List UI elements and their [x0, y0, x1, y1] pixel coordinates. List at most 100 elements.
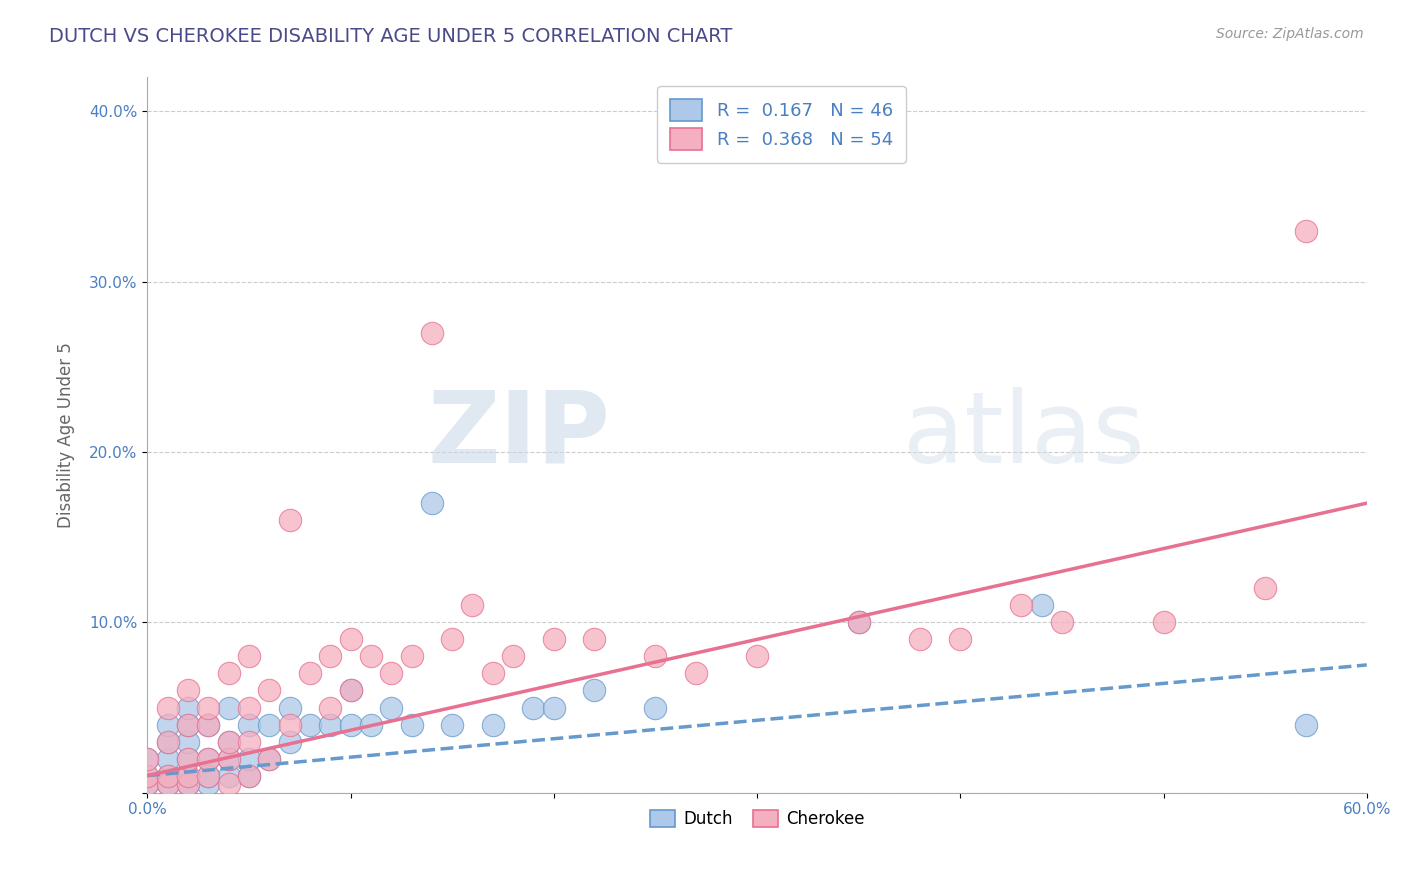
Point: [319, 700, 342, 714]
Point: [420, 496, 443, 510]
Point: [156, 700, 179, 714]
Point: [441, 632, 464, 647]
Point: [543, 632, 565, 647]
Point: [360, 717, 382, 731]
Point: [278, 513, 301, 527]
Point: [197, 717, 219, 731]
Point: [218, 734, 240, 748]
Point: [197, 700, 219, 714]
Point: [685, 666, 707, 681]
Point: [177, 751, 200, 765]
Point: [401, 649, 423, 664]
Point: [136, 777, 159, 791]
Point: [745, 649, 768, 664]
Point: [278, 700, 301, 714]
Point: [177, 777, 200, 791]
Point: [197, 769, 219, 783]
Point: [339, 632, 361, 647]
Point: [156, 777, 179, 791]
Y-axis label: Disability Age Under 5: Disability Age Under 5: [58, 343, 75, 528]
Point: [218, 700, 240, 714]
Point: [848, 615, 870, 630]
Point: [218, 751, 240, 765]
Point: [380, 666, 402, 681]
Point: [197, 751, 219, 765]
Point: [319, 649, 342, 664]
Point: [177, 777, 200, 791]
Point: [136, 751, 159, 765]
Point: [136, 751, 159, 765]
Point: [401, 717, 423, 731]
Point: [1010, 599, 1032, 613]
Point: [257, 683, 280, 698]
Point: [238, 700, 260, 714]
Text: Source: ZipAtlas.com: Source: ZipAtlas.com: [1216, 27, 1364, 41]
Point: [156, 769, 179, 783]
Point: [238, 769, 260, 783]
Point: [177, 700, 200, 714]
Point: [420, 326, 443, 340]
Text: atlas: atlas: [904, 386, 1144, 483]
Point: [197, 717, 219, 731]
Point: [197, 769, 219, 783]
Point: [218, 734, 240, 748]
Point: [908, 632, 931, 647]
Point: [583, 632, 606, 647]
Point: [177, 751, 200, 765]
Point: [238, 717, 260, 731]
Point: [339, 683, 361, 698]
Point: [441, 717, 464, 731]
Point: [218, 666, 240, 681]
Point: [136, 769, 159, 783]
Point: [1050, 615, 1073, 630]
Point: [156, 777, 179, 791]
Point: [543, 700, 565, 714]
Point: [461, 599, 484, 613]
Point: [522, 700, 544, 714]
Point: [156, 734, 179, 748]
Point: [177, 683, 200, 698]
Point: [136, 777, 159, 791]
Point: [298, 666, 321, 681]
Point: [339, 717, 361, 731]
Point: [644, 649, 666, 664]
Point: [177, 717, 200, 731]
Point: [218, 777, 240, 791]
Text: ZIP: ZIP: [427, 386, 610, 483]
Point: [278, 734, 301, 748]
Point: [949, 632, 972, 647]
Point: [218, 751, 240, 765]
Point: [257, 751, 280, 765]
Point: [257, 717, 280, 731]
Point: [339, 683, 361, 698]
Point: [238, 649, 260, 664]
Point: [644, 700, 666, 714]
Point: [298, 717, 321, 731]
Point: [177, 717, 200, 731]
Point: [482, 666, 505, 681]
Point: [238, 751, 260, 765]
Point: [1031, 599, 1053, 613]
Point: [1254, 582, 1277, 596]
Point: [218, 769, 240, 783]
Point: [177, 769, 200, 783]
Point: [156, 717, 179, 731]
Point: [319, 717, 342, 731]
Point: [380, 700, 402, 714]
Point: [238, 734, 260, 748]
Point: [257, 751, 280, 765]
Point: [278, 717, 301, 731]
Point: [156, 734, 179, 748]
Point: [360, 649, 382, 664]
Point: [1295, 224, 1317, 238]
Point: [1153, 615, 1175, 630]
Point: [848, 615, 870, 630]
Point: [177, 734, 200, 748]
Point: [482, 717, 505, 731]
Point: [238, 769, 260, 783]
Point: [136, 769, 159, 783]
Point: [197, 777, 219, 791]
Point: [1295, 717, 1317, 731]
Legend: Dutch, Cherokee: Dutch, Cherokee: [643, 803, 872, 834]
Text: DUTCH VS CHEROKEE DISABILITY AGE UNDER 5 CORRELATION CHART: DUTCH VS CHEROKEE DISABILITY AGE UNDER 5…: [49, 27, 733, 45]
